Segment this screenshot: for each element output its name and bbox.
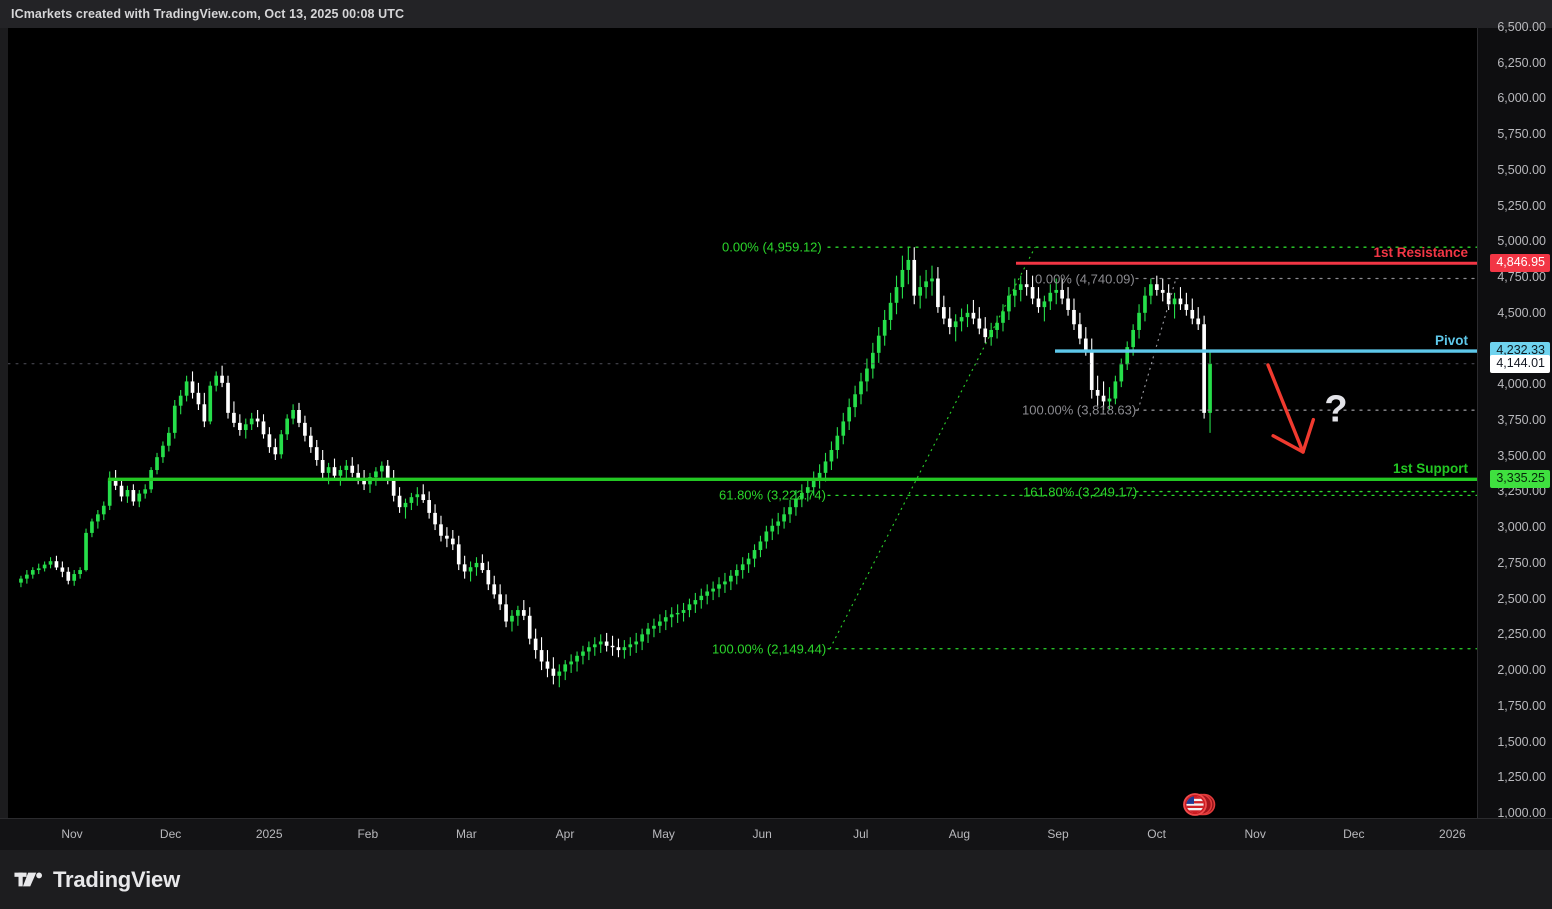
attribution-text: ICmarkets created with TradingView.com, … <box>11 7 405 21</box>
time-tick-label: Nov <box>61 827 83 841</box>
fib-level-label: 100.00% (3,818.63) <box>1022 402 1137 418</box>
price-tick-label: 3,750.00 <box>1497 413 1546 427</box>
time-tick-label: Mar <box>456 827 477 841</box>
chart-attribution-header: ICmarkets created with TradingView.com, … <box>0 0 1552 28</box>
tradingview-logo-text: TradingView <box>53 866 180 892</box>
fib-level-label: 0.00% (4,740.09) <box>1035 271 1135 286</box>
resistance-price-badge[interactable]: 4,846.95 <box>1490 254 1550 273</box>
time-tick-label: 2025 <box>255 827 283 841</box>
fib-level-label: 61.80% (3,222.74) <box>719 487 826 503</box>
time-tick-label: Jul <box>853 827 869 841</box>
tradingview-logo-icon <box>14 872 43 887</box>
time-tick-label: Oct <box>1147 827 1166 841</box>
down-arrow-annotation <box>1266 363 1316 454</box>
price-tick-label: 3,500.00 <box>1497 448 1546 463</box>
price-tick-label: 5,250.00 <box>1497 198 1546 213</box>
level-name-pivot: Pivot <box>1434 333 1468 349</box>
tradingview-logo[interactable]: TradingView <box>14 867 180 893</box>
price-tick-label: 5,750.00 <box>1497 127 1546 142</box>
price-tick-label: 1,500.00 <box>1497 734 1546 749</box>
level-name-resistance: 1st Resistance <box>1373 245 1468 261</box>
price-tick-label: 5,500.00 <box>1497 162 1546 177</box>
price-tick-label: 4,000.00 <box>1497 377 1546 392</box>
price-tick-label: 1,000.00 <box>1497 806 1546 820</box>
price-tick-label: 1,750.00 <box>1497 698 1546 713</box>
price-tick-label: 2,000.00 <box>1497 663 1546 678</box>
support-price-badge[interactable]: 3,335.25 <box>1490 470 1550 489</box>
fib-level-label: 161.80% (3,249.17) <box>1023 484 1138 500</box>
time-scale[interactable]: Nov Dec 2025 Feb Mar Apr May Jun Jul Aug Sep Oct Nov… <box>0 818 1552 850</box>
price-tick-label: 6,250.00 <box>1497 55 1546 70</box>
time-tick-label: Dec <box>159 827 182 841</box>
question-mark-annotation: ? <box>1324 388 1348 431</box>
price-scale[interactable]: 6,500.00 6,250.00 6,000.00 5,750.00 5,500.00… <box>1477 20 1552 820</box>
fib-level-label: 0.00% (4,959.12) <box>722 239 822 255</box>
price-tick-label: 2,750.00 <box>1497 555 1546 570</box>
chart-footer: TradingView <box>0 850 1552 909</box>
candlestick-canvas <box>8 246 1477 688</box>
time-tick-label: Feb <box>357 827 379 841</box>
price-tick-label: 4,750.00 <box>1497 270 1546 285</box>
price-tick-label: 2,250.00 <box>1497 627 1546 642</box>
time-tick-label: Aug <box>948 827 971 841</box>
us-flag-event-badge[interactable] <box>1182 792 1216 819</box>
time-tick-label: Sep <box>1047 827 1069 841</box>
time-tick-label: Jun <box>752 827 772 841</box>
price-tick-label: 2,500.00 <box>1497 591 1546 606</box>
fib-level-label: 100.00% (2,149.44) <box>712 641 827 657</box>
price-tick-label: 5,000.00 <box>1497 234 1546 249</box>
chart-plot-area[interactable]: 0.00% (4,959.12) 0.00% (4,740.09) 100.00% … <box>8 28 1477 818</box>
last-price-badge[interactable]: 4,144.01 <box>1490 354 1550 373</box>
time-tick-label: Apr <box>555 827 575 841</box>
time-tick-label: 2026 <box>1439 827 1466 841</box>
price-tick-label: 6,500.00 <box>1497 20 1546 34</box>
price-tick-label: 4,500.00 <box>1497 305 1546 320</box>
price-tick-label: 1,250.00 <box>1497 770 1546 785</box>
price-tick-label: 3,000.00 <box>1497 520 1546 535</box>
time-tick-label: Dec <box>1343 827 1365 841</box>
price-tick-label: 6,000.00 <box>1497 91 1546 106</box>
time-tick-label: Nov <box>1244 827 1266 841</box>
level-name-support: 1st Support <box>1392 461 1468 477</box>
time-tick-label: May <box>652 827 675 841</box>
